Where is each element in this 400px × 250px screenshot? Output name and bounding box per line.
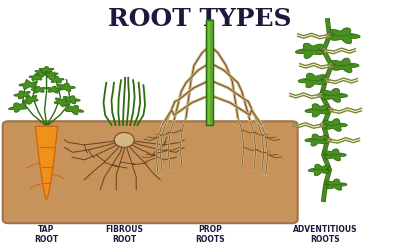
Ellipse shape [326, 33, 333, 38]
Ellipse shape [322, 78, 329, 82]
Text: TAP
ROOT: TAP ROOT [34, 225, 59, 244]
Polygon shape [14, 91, 30, 99]
FancyBboxPatch shape [3, 121, 298, 223]
Polygon shape [57, 83, 75, 92]
Polygon shape [31, 86, 46, 93]
Polygon shape [35, 69, 49, 75]
Polygon shape [330, 28, 360, 44]
Polygon shape [305, 104, 329, 117]
Polygon shape [19, 81, 37, 89]
Polygon shape [49, 76, 64, 83]
Ellipse shape [328, 63, 335, 68]
Ellipse shape [326, 108, 333, 112]
Text: ADVENTITIOUS
ROOTS: ADVENTITIOUS ROOTS [293, 225, 358, 244]
Text: FIBROUS
ROOT: FIBROUS ROOT [105, 225, 143, 244]
Polygon shape [39, 66, 54, 72]
Polygon shape [331, 58, 359, 72]
Polygon shape [44, 72, 58, 78]
Polygon shape [35, 126, 58, 200]
Ellipse shape [324, 138, 331, 142]
Polygon shape [9, 102, 27, 112]
Ellipse shape [320, 48, 327, 53]
Polygon shape [308, 164, 330, 175]
Polygon shape [298, 73, 326, 88]
Polygon shape [29, 74, 44, 80]
Polygon shape [322, 88, 348, 102]
Ellipse shape [114, 132, 134, 147]
Ellipse shape [318, 93, 325, 98]
Text: PROP
ROOTS: PROP ROOTS [195, 225, 225, 244]
Polygon shape [323, 119, 347, 131]
FancyBboxPatch shape [206, 20, 214, 126]
Polygon shape [305, 134, 328, 146]
Polygon shape [323, 149, 346, 161]
Ellipse shape [320, 123, 327, 127]
Polygon shape [64, 96, 80, 104]
Polygon shape [54, 98, 70, 107]
Polygon shape [47, 86, 61, 93]
Polygon shape [65, 105, 84, 115]
Polygon shape [296, 43, 323, 59]
Polygon shape [22, 96, 38, 104]
Text: ROOT TYPES: ROOT TYPES [108, 7, 292, 31]
Polygon shape [325, 179, 347, 190]
